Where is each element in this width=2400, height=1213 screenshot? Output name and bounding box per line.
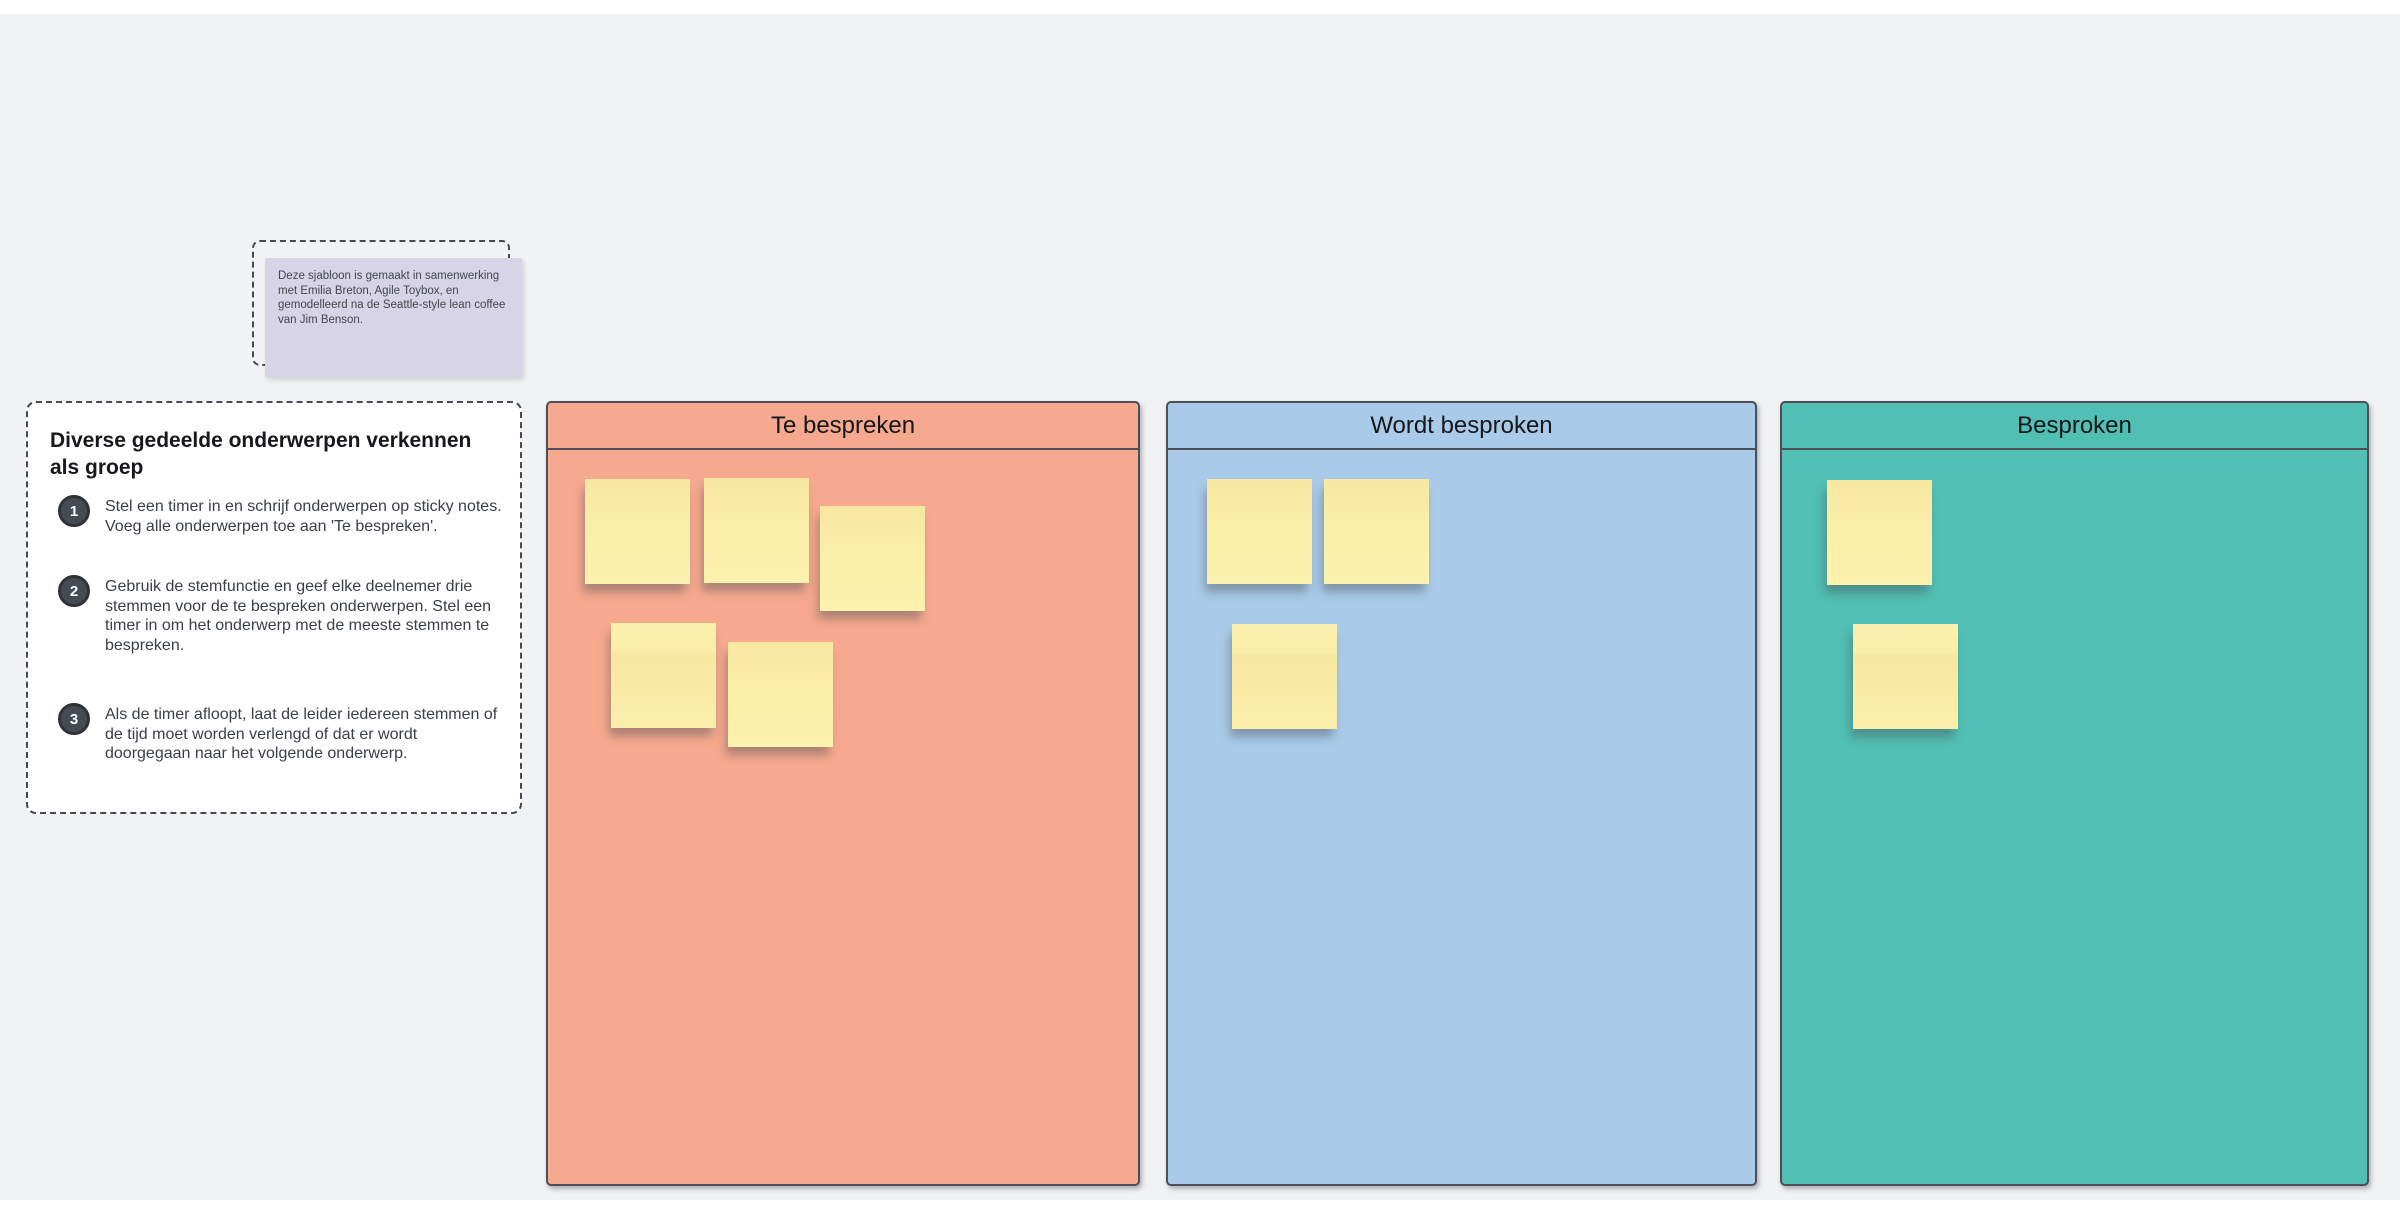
column-besproken[interactable]: Besproken: [1780, 401, 2369, 1186]
column-te-bespreken-body[interactable]: [548, 450, 1138, 1184]
step-3-text: Als de timer afloopt, laat de leider ied…: [105, 706, 498, 762]
column-besproken-title[interactable]: Besproken: [1782, 403, 2367, 450]
step-3-number-badge: 3: [58, 703, 90, 735]
sticky-note[interactable]: [1324, 479, 1429, 584]
board-canvas[interactable]: Deze sjabloon is gemaakt in samenwerking…: [0, 14, 2400, 1200]
credit-sticky-note[interactable]: Deze sjabloon is gemaakt in samenwerking…: [265, 258, 522, 377]
column-wordt-besproken-title[interactable]: Wordt besproken: [1168, 403, 1755, 450]
column-wordt-besproken-body[interactable]: [1168, 450, 1755, 1184]
guide-box[interactable]: Diverse gedeelde onderwerpen verkennen a…: [26, 401, 522, 814]
sticky-note[interactable]: [1853, 624, 1958, 729]
sticky-note[interactable]: [1207, 479, 1312, 584]
column-te-bespreken-title[interactable]: Te bespreken: [548, 403, 1138, 450]
column-besproken-body[interactable]: [1782, 450, 2367, 1184]
step-1-text: Stel een timer in en schrijf onderwerpen…: [105, 498, 502, 535]
step-1-number-badge: 1: [58, 495, 90, 527]
sticky-note[interactable]: [611, 623, 716, 728]
sticky-note[interactable]: [1232, 624, 1337, 729]
credit-note-text: Deze sjabloon is gemaakt in samenwerking…: [278, 270, 506, 326]
guide-title: Diverse gedeelde onderwerpen verkennen a…: [50, 429, 472, 479]
sticky-note[interactable]: [820, 506, 925, 611]
step-2-number-badge: 2: [58, 575, 90, 607]
sticky-note[interactable]: [704, 478, 809, 583]
sticky-note[interactable]: [585, 479, 690, 584]
sticky-note[interactable]: [728, 642, 833, 747]
column-wordt-besproken[interactable]: Wordt besproken: [1166, 401, 1757, 1186]
column-te-bespreken[interactable]: Te bespreken: [546, 401, 1140, 1186]
step-2-text: Gebruik de stemfunctie en geef elke deel…: [105, 578, 492, 654]
sticky-note[interactable]: [1827, 480, 1932, 585]
